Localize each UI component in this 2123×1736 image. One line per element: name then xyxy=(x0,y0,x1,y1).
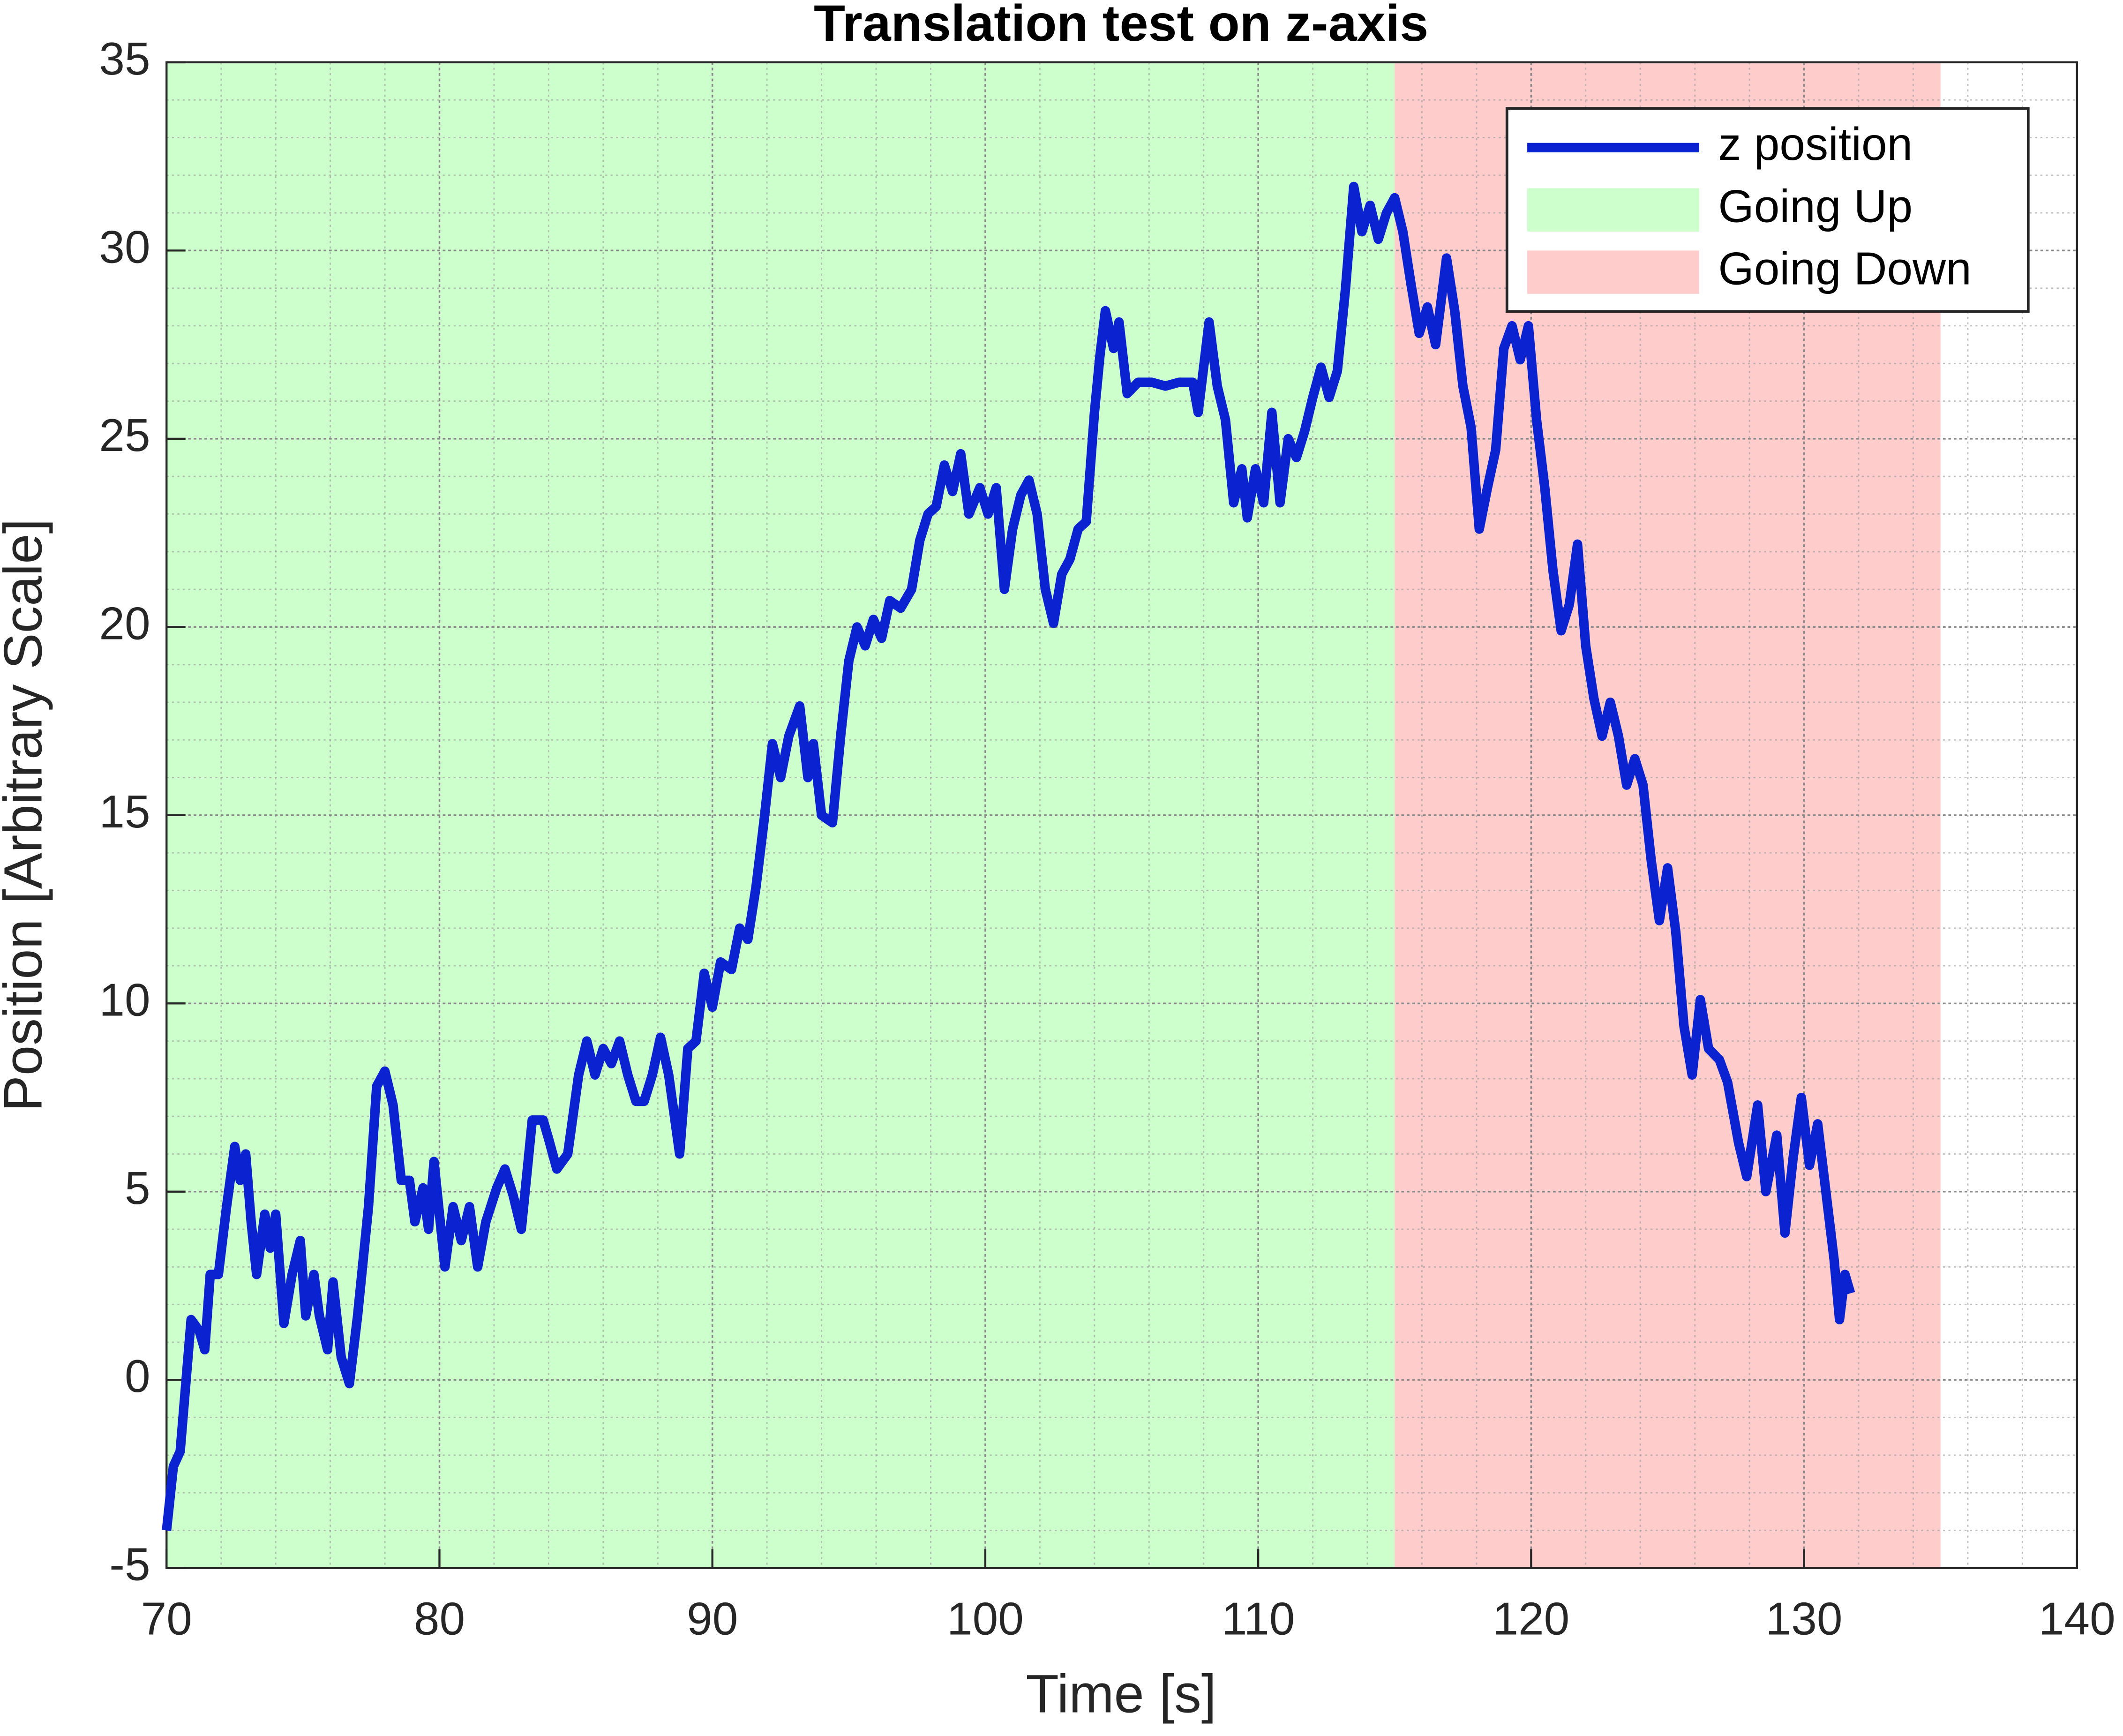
x-tick-label: 70 xyxy=(141,1593,192,1644)
legend-swatch xyxy=(1527,188,1699,232)
y-tick-label: 30 xyxy=(99,221,150,272)
x-tick-label: 130 xyxy=(1766,1593,1843,1644)
y-tick-label: 35 xyxy=(99,33,150,84)
y-tick-label: 20 xyxy=(99,597,150,649)
axes-box xyxy=(165,61,2078,1569)
x-tick-label: 80 xyxy=(414,1593,465,1644)
x-tick-label: 120 xyxy=(1493,1593,1569,1644)
x-tick-label: 110 xyxy=(1222,1593,1295,1644)
y-axis-label: Position [Arbitrary Scale] xyxy=(0,519,53,1112)
x-axis-label: Time [s] xyxy=(1026,1664,1216,1724)
legend-label: Going Down xyxy=(1718,243,1971,294)
x-tick-label: 100 xyxy=(947,1593,1024,1644)
y-tick-label: -5 xyxy=(109,1539,150,1590)
legend-swatch xyxy=(1527,250,1699,294)
chart-title: Translation test on z-axis xyxy=(814,0,1428,52)
legend-label: Going Up xyxy=(1718,180,1913,232)
legend-label: z position xyxy=(1718,118,1913,170)
y-tick-label: 15 xyxy=(99,786,150,837)
y-tick-label: 25 xyxy=(99,409,150,461)
y-tick-label: 10 xyxy=(99,974,150,1025)
y-tick-label: 0 xyxy=(125,1350,150,1402)
y-tick-label: 5 xyxy=(125,1162,150,1214)
x-tick-label: 90 xyxy=(687,1593,738,1644)
x-tick-label: 140 xyxy=(2039,1593,2115,1644)
data-line xyxy=(162,181,1855,1531)
